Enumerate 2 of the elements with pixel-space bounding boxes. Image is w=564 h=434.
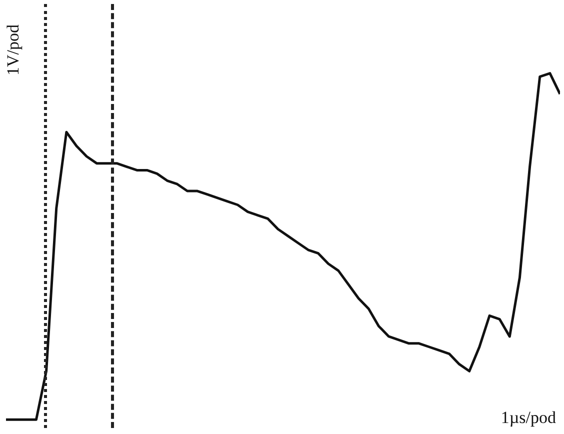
annotation: 1µs/pod [500, 408, 556, 428]
annotation: 1V/pod [4, 24, 24, 76]
